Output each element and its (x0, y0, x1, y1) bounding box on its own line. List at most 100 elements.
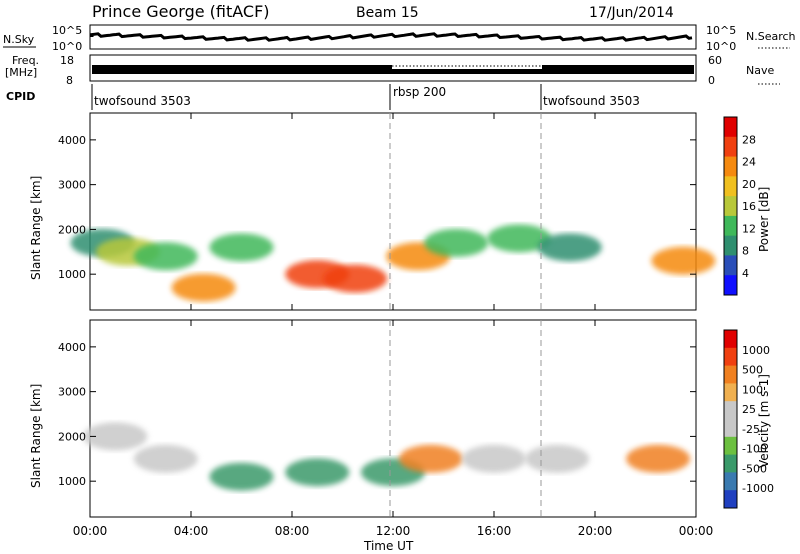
velocity-colorbar: 1000 500 100 25 -25 -100 -500 -1000 (723, 329, 774, 509)
heatmap-cell (171, 273, 236, 302)
colorbar-swatch (724, 347, 737, 367)
nsky-tick-top: 10^5 (52, 24, 82, 37)
colorbar-tick-label: 20 (742, 178, 756, 191)
velocity-colorbar-label: Velocity [m s-1] (757, 374, 771, 468)
time-tick-label: 20:00 (578, 524, 613, 538)
colorbar-swatch (724, 490, 737, 509)
colorbar-tick-label: 25 (742, 403, 756, 416)
heatmap-cell (133, 444, 198, 473)
cpid-segment-1: twofsound 3503 (94, 94, 191, 108)
heatmap-cell (651, 246, 716, 275)
heatmap-cell (424, 228, 489, 257)
heatmap-cell (525, 444, 590, 473)
heatmap-cell (209, 233, 274, 262)
nave-gap (392, 65, 542, 69)
noise-trace (90, 32, 693, 42)
power-colorbar-label: Power [dB] (757, 187, 771, 252)
colorbar-swatch (724, 215, 737, 237)
nsearch-tick-bottom: 10^0 (706, 40, 736, 53)
colorbar-swatch (724, 196, 737, 217)
nave-tick-bottom: 0 (708, 74, 715, 87)
colorbar-swatch (724, 330, 737, 349)
station-title: Prince George (fitACF) (92, 2, 270, 21)
range-tick-label: 3000 (58, 179, 86, 192)
range-tick-label: 1000 (58, 268, 86, 281)
freq-tick-top: 18 (60, 54, 74, 67)
colorbar-swatch (724, 136, 737, 158)
heatmap-cell (487, 224, 552, 253)
colorbar-swatch (724, 454, 737, 473)
range-tick-label: 1000 (58, 475, 86, 488)
colorbar-swatch (724, 383, 737, 402)
nsky-tick-bottom: 10^0 (52, 40, 82, 53)
cpid-segment-3: twofsound 3503 (543, 94, 640, 108)
power-colorbar: 28 24 20 16 12 8 4 (723, 116, 756, 296)
colorbar-tick-label: -500 (742, 462, 767, 475)
velocity-y-label: Slant Range [km] (29, 384, 43, 488)
colorbar-swatch (724, 156, 737, 177)
colorbar-swatch (724, 255, 737, 276)
colorbar-swatch (724, 436, 737, 456)
range-tick-label: 3000 (58, 386, 86, 399)
cpid-segment-2: rbsp 200 (393, 85, 446, 99)
colorbar-tick-label: 4 (742, 267, 749, 280)
power-data (70, 224, 716, 302)
colorbar-swatch (724, 235, 737, 256)
nsearch-label: N.Search (746, 30, 796, 43)
heatmap-cell (133, 242, 198, 271)
time-tick-label: 00:00 (679, 524, 714, 538)
colorbar-tick-label: 24 (742, 156, 756, 169)
time-axis-title: Time UT (363, 539, 414, 553)
colorbar-swatch (724, 401, 737, 420)
time-tick-label: 08:00 (275, 524, 310, 538)
range-tick-label: 4000 (58, 134, 86, 147)
nave-tick-top: 60 (708, 54, 722, 67)
mode-boundaries (389, 113, 542, 517)
time-tick-label: 04:00 (174, 524, 209, 538)
nsearch-tick-top: 10^5 (706, 24, 736, 37)
nave-label: Nave (746, 64, 774, 77)
heatmap-cell (398, 444, 463, 473)
heatmap-cell (209, 462, 274, 491)
frequency-panel: Freq. [MHz] 18 8 60 0 Nave (5, 54, 780, 87)
velocity-panel: Slant Range [km] 1000 2000 3000 4000 (29, 319, 697, 518)
time-axis: 00:00 04:00 08:00 12:00 16:00 20:00 00:00 (73, 113, 714, 538)
heatmap-cell (626, 444, 691, 473)
colorbar-tick-label: 28 (742, 133, 756, 146)
freq-trace (92, 65, 694, 74)
heatmap-cell (462, 444, 526, 473)
heatmap-cell (285, 458, 350, 487)
time-tick-label: 00:00 (73, 524, 108, 538)
colorbar-tick-label: -1000 (742, 482, 774, 495)
range-tick-label: 2000 (58, 430, 86, 443)
freq-label: Freq. (12, 54, 39, 67)
freq-tick-bottom: 8 (66, 74, 73, 87)
colorbar-swatch (724, 365, 737, 384)
noise-panel: N.Sky 10^5 10^0 10^5 10^0 N.Search (3, 24, 796, 53)
nsky-label: N.Sky (3, 33, 35, 46)
colorbar-tick-label: 1000 (742, 344, 770, 357)
velocity-data (83, 422, 691, 491)
colorbar-tick-label: 100 (742, 383, 763, 396)
heatmap-cell (323, 264, 388, 293)
colorbar-tick-label: 16 (742, 200, 756, 213)
colorbar-swatch (724, 275, 737, 296)
cpid-row: CPID twofsound 3503 rbsp 200 twofsound 3… (6, 84, 640, 110)
beam-title: Beam 15 (356, 5, 419, 21)
heatmap-cell (537, 233, 602, 262)
cpid-label: CPID (6, 90, 35, 103)
colorbar-tick-label: 500 (742, 364, 763, 377)
colorbar-tick-label: -100 (742, 443, 767, 456)
colorbar-tick-label: 8 (742, 245, 749, 258)
mhz-label: [MHz] (5, 66, 37, 79)
range-tick-label: 4000 (58, 341, 86, 354)
power-panel: Slant Range [km] 1000 2000 3000 4000 (29, 112, 716, 311)
colorbar-tick-label: 12 (742, 222, 756, 235)
colorbar-swatch (724, 117, 737, 138)
power-y-label: Slant Range [km] (29, 176, 43, 280)
colorbar-swatch (724, 472, 737, 491)
range-tick-label: 2000 (58, 223, 86, 236)
colorbar-swatch (724, 176, 737, 197)
colorbar-swatch (724, 419, 737, 438)
